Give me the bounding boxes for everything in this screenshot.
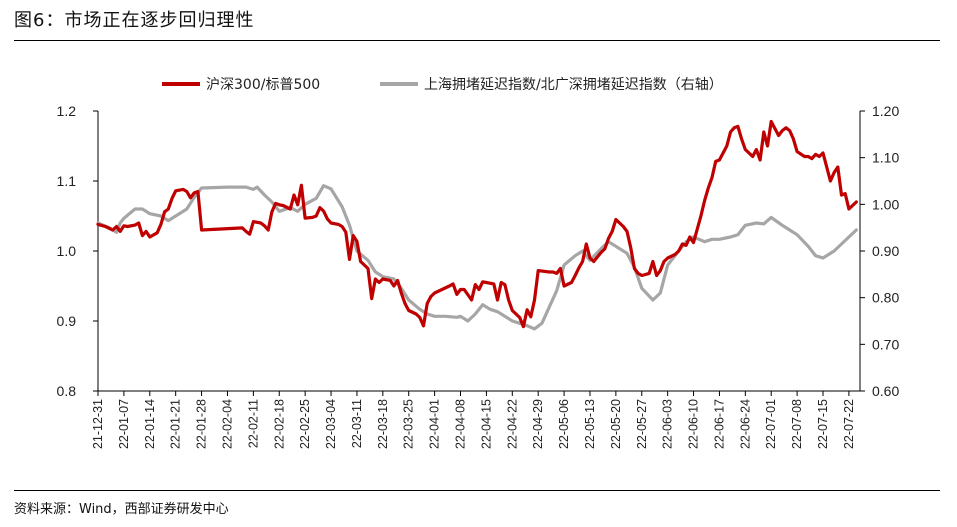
y-right-tick-label: 1.10 xyxy=(872,150,899,166)
series-line-hs300-sp500 xyxy=(96,119,858,329)
x-tick-label: 22-04-08 xyxy=(454,399,468,449)
x-tick-label: 22-02-25 xyxy=(298,399,312,449)
x-tick-label: 22-06-10 xyxy=(687,399,701,449)
source-rule xyxy=(14,490,940,491)
x-tick-label: 22-06-03 xyxy=(661,399,675,449)
y-left-tick-label: 0.8 xyxy=(57,383,77,399)
legend-label-hs300-sp500: 沪深300/标普500 xyxy=(206,77,320,93)
x-tick-label: 22-03-18 xyxy=(376,399,390,449)
source-note: 资料来源：Wind，西部证券研发中心 xyxy=(14,502,229,517)
x-tick-label: 22-03-25 xyxy=(402,399,416,449)
x-tick-label: 22-03-04 xyxy=(324,399,338,449)
chart-legend: 沪深300/标普500 上海拥堵延迟指数/北广深拥堵延迟指数（右轴） xyxy=(162,77,723,93)
title-rule xyxy=(14,40,940,41)
y-right-tick-label: 1.20 xyxy=(872,103,899,119)
y-left-tick-label: 0.9 xyxy=(57,313,77,329)
y-left-tick-label: 1.2 xyxy=(57,103,77,119)
x-tick-label: 22-02-11 xyxy=(246,399,260,448)
x-tick-label: 22-07-22 xyxy=(842,399,856,449)
x-tick-label: 22-01-28 xyxy=(195,399,209,449)
x-tick-label: 22-01-14 xyxy=(143,399,157,449)
x-tick-label: 22-01-07 xyxy=(117,399,131,449)
x-tick-label: 22-07-08 xyxy=(790,399,804,449)
series-line-congestion-ratio xyxy=(96,184,858,331)
y-left-tick-label: 1.1 xyxy=(57,173,77,189)
x-tick-label: 22-01-21 xyxy=(169,399,183,449)
x-tick-label: 22-03-11 xyxy=(350,399,364,448)
x-tick-label: 22-06-24 xyxy=(738,399,752,449)
x-tick-label: 22-04-15 xyxy=(479,399,493,449)
y-right-tick-label: 0.80 xyxy=(872,290,899,306)
x-tick-label: 22-05-20 xyxy=(609,399,623,449)
x-tick-label: 22-02-18 xyxy=(272,399,286,449)
x-tick-label: 21-12-31 xyxy=(91,399,105,449)
x-tick-label: 22-07-15 xyxy=(816,399,830,449)
x-tick-label: 22-04-29 xyxy=(531,399,545,449)
x-tick-label: 22-02-04 xyxy=(220,399,234,449)
x-tick-label: 22-06-17 xyxy=(712,399,726,449)
y-right-tick-label: 1.00 xyxy=(872,196,899,212)
figure-title: 图6：市场正在逐步回归理性 xyxy=(14,10,255,31)
x-tick-label: 22-04-22 xyxy=(505,399,519,449)
x-tick-label: 22-05-27 xyxy=(635,399,649,449)
x-tick-label: 22-04-01 xyxy=(428,399,442,449)
x-tick-label: 22-07-01 xyxy=(764,399,778,449)
x-tick-label: 22-05-06 xyxy=(557,399,571,449)
y-right-tick-label: 0.60 xyxy=(872,383,899,399)
y-right-tick-label: 0.90 xyxy=(872,243,899,259)
y-left-tick-label: 1.0 xyxy=(57,243,77,259)
x-tick-label: 22-05-13 xyxy=(583,399,597,449)
chart-axes: 0.8 0.9 1.0 1.1 1.2 0.60 0.70 0.80 0.90 1.00 1.10 1… xyxy=(57,103,900,449)
chart-series xyxy=(96,119,858,331)
y-right-tick-label: 0.70 xyxy=(872,336,899,352)
legend-label-congestion-ratio: 上海拥堵延迟指数/北广深拥堵延迟指数（右轴） xyxy=(424,77,723,93)
